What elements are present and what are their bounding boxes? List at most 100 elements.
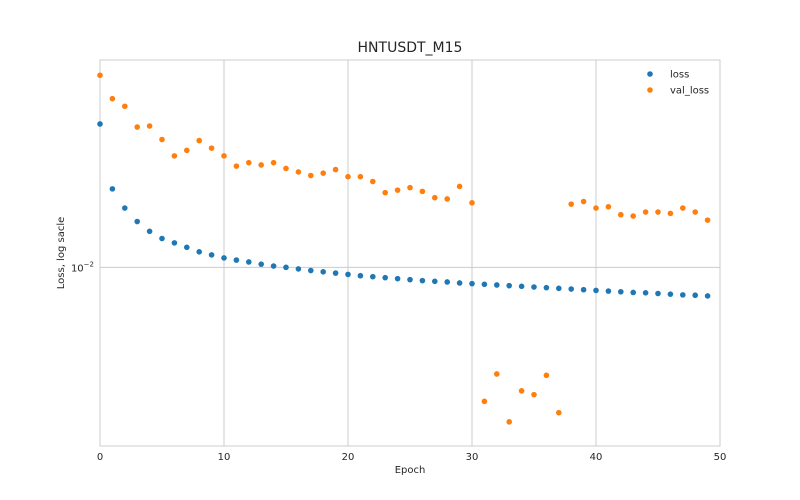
data-point-loss (246, 259, 252, 265)
data-point-val-loss (370, 178, 376, 185)
data-point-val-loss (233, 163, 240, 169)
data-point-loss (283, 264, 289, 271)
data-point-loss (630, 289, 636, 296)
data-point-loss (444, 279, 451, 285)
data-point-loss (208, 252, 215, 258)
data-point-val-loss (432, 194, 438, 201)
x-tick-label: 30 (466, 452, 479, 463)
data-point-loss (605, 288, 612, 294)
data-point-loss (456, 280, 463, 286)
data-point-val-loss (345, 173, 351, 180)
data-point-loss (692, 292, 698, 299)
data-point-val-loss (283, 165, 289, 172)
data-point-loss (469, 280, 475, 287)
x-axis-label: Epoch (395, 465, 426, 476)
data-point-val-loss (568, 201, 574, 207)
data-point-loss (642, 290, 649, 296)
data-point-loss (704, 293, 711, 299)
data-point-loss (171, 240, 178, 246)
data-point-val-loss (419, 188, 426, 195)
data-point-val-loss (680, 205, 686, 211)
data-point-val-loss (618, 211, 624, 218)
data-point-val-loss (481, 398, 488, 405)
data-point-val-loss (270, 159, 277, 166)
data-point-val-loss (184, 147, 190, 154)
y-tick-label: 10−2 (71, 260, 94, 274)
data-point-val-loss (332, 166, 339, 173)
data-point-loss (146, 228, 153, 235)
data-point-loss (122, 205, 128, 211)
data-point-loss (382, 274, 389, 281)
data-point-loss (97, 121, 103, 127)
data-point-loss (407, 276, 413, 283)
data-point-val-loss (295, 169, 302, 175)
data-point-loss (568, 286, 574, 292)
data-point-val-loss (407, 184, 413, 191)
data-point-loss (618, 288, 624, 295)
data-point-loss (680, 292, 686, 298)
data-point-val-loss (580, 198, 587, 205)
data-point-val-loss (196, 137, 202, 144)
data-point-val-loss (704, 217, 711, 223)
data-point-val-loss (382, 189, 389, 196)
grid-lines (99, 60, 721, 446)
data-point-loss (332, 270, 339, 276)
data-point-val-loss (667, 210, 674, 217)
data-point-val-loss (159, 136, 165, 143)
data-point-loss (357, 272, 364, 279)
data-point-val-loss (692, 209, 698, 215)
data-point-loss (308, 267, 314, 274)
x-tick-labels: 0 10 20 30 40 50 (97, 452, 727, 463)
data-point-val-loss (605, 203, 612, 210)
data-point-val-loss (518, 388, 525, 394)
data-point-val-loss (320, 170, 327, 176)
data-point-val-loss (456, 183, 463, 190)
data-point-loss (270, 263, 277, 269)
data-point-val-loss (655, 209, 661, 215)
data-point-loss (556, 285, 562, 292)
x-tick-label: 0 (97, 452, 103, 463)
data-point-val-loss (531, 391, 537, 398)
data-point-loss (667, 291, 674, 297)
y-axis-label: Loss, log sacle (56, 217, 67, 289)
data-point-val-loss (171, 153, 178, 159)
data-point-val-loss (394, 187, 401, 193)
data-point-val-loss (469, 200, 475, 206)
x-tick-label: 10 (218, 452, 231, 463)
data-point-loss (506, 282, 512, 289)
data-point-val-loss (246, 159, 252, 166)
data-point-loss (196, 249, 202, 255)
x-tick-label: 20 (342, 452, 355, 463)
data-point-loss (580, 286, 587, 293)
data-point-loss (394, 275, 401, 282)
data-point-loss (295, 266, 302, 272)
legend-label: loss (670, 70, 689, 81)
chart-title: HNTUSDT_M15 (358, 40, 463, 56)
data-point-val-loss (494, 371, 500, 377)
data-point-loss (543, 284, 550, 291)
data-point-loss (233, 257, 240, 263)
x-tick-label: 50 (714, 452, 727, 463)
x-tick-label: 40 (590, 452, 603, 463)
data-point-loss (481, 281, 488, 288)
data-point-loss (345, 271, 351, 278)
data-point-val-loss (630, 213, 636, 219)
data-point-val-loss (146, 123, 153, 129)
y-tick-labels: 10−2 (71, 260, 94, 274)
data-point-loss (494, 282, 500, 288)
data-point-loss (419, 277, 426, 284)
data-point-loss (432, 278, 438, 285)
data-point-loss (593, 287, 599, 294)
data-point-val-loss (543, 372, 550, 379)
data-point-val-loss (642, 209, 649, 215)
data-points (97, 72, 711, 425)
legend: loss val_loss (647, 70, 709, 97)
data-point-loss (109, 186, 116, 192)
data-point-loss (221, 255, 227, 261)
data-point-val-loss (122, 103, 128, 110)
data-point-val-loss (506, 419, 512, 425)
data-point-val-loss (258, 162, 265, 168)
legend-label: val_loss (670, 86, 709, 97)
data-point-loss (531, 284, 537, 290)
